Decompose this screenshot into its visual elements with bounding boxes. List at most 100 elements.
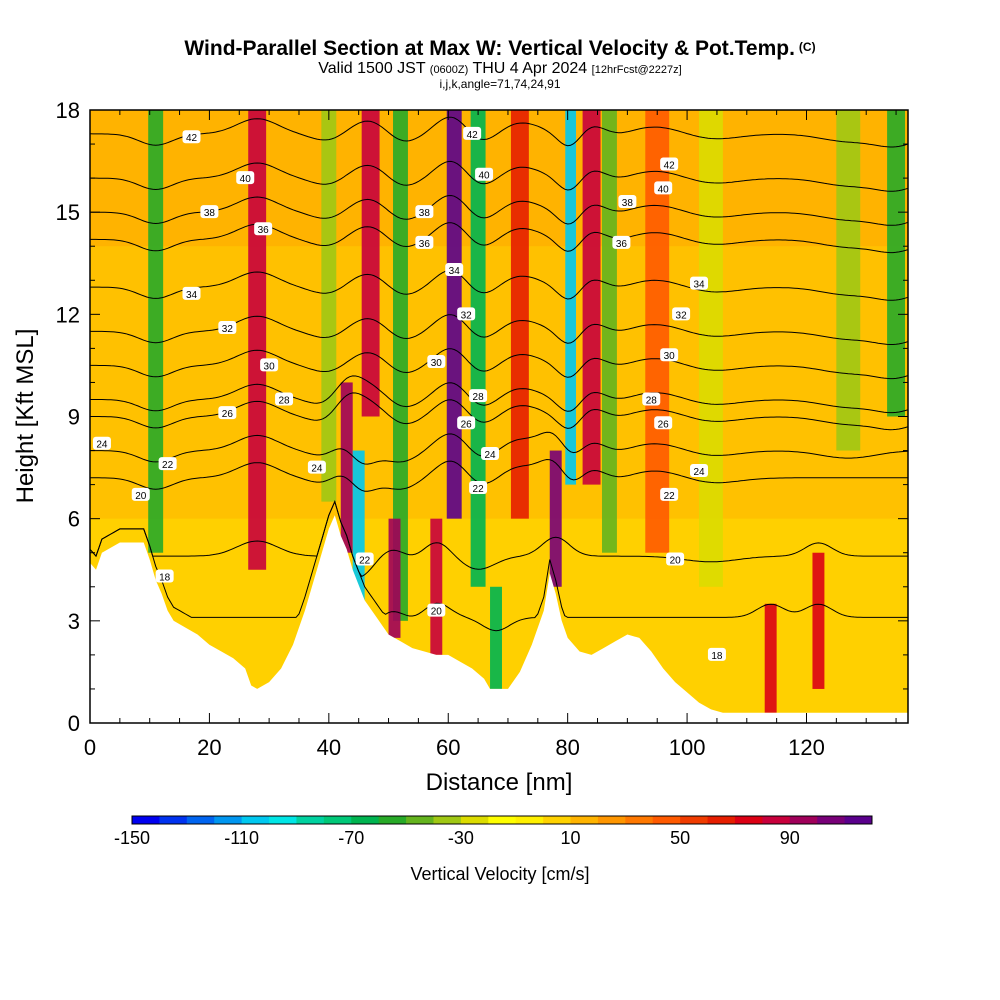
colorbar-swatch-22 [734, 816, 763, 824]
velocity-feature-10 [470, 110, 486, 587]
contour-label-group-25: 42 [463, 126, 482, 141]
isentrope-28 [90, 375, 908, 414]
colorbar-swatch-21 [707, 816, 736, 824]
contour-label-box-2 [200, 205, 219, 219]
contour-label-group-3: 36 [254, 222, 273, 236]
colorbar-swatch-4 [241, 816, 270, 824]
velocity-feature-15 [582, 110, 601, 485]
contour-label-8: 26 [222, 409, 234, 420]
y-tick-label-9: 9 [68, 405, 80, 430]
contour-label-0: 42 [186, 133, 198, 144]
colorbar-tick--70: -70 [338, 828, 364, 848]
contour-label-group-0: 42 [182, 130, 201, 144]
colorbar-swatch-9 [378, 816, 407, 824]
colorbar-swatch-8 [351, 816, 380, 824]
contour-label-box-9 [92, 436, 111, 450]
contour-labels: 42 40 38 36 34 32 30 28 26 24 22 20 18 24 22 38 36 34 32 30… [92, 126, 726, 662]
contour-label-box-18 [457, 307, 476, 321]
subtitle-utc: (0600Z) [429, 64, 469, 76]
contour-label-group-11: 20 [131, 487, 150, 502]
contour-label-group-12: 18 [155, 569, 174, 584]
contour-label-group-28: 40 [654, 181, 673, 195]
velocity-feature-9 [446, 110, 462, 519]
x-tick-label-100: 100 [669, 735, 706, 760]
contour-label-group-32: 32 [672, 307, 691, 321]
contour-label-37: 22 [664, 491, 676, 502]
velocity-feature-21 [836, 110, 861, 451]
subtitle-date: THU 4 Apr 2024 [472, 60, 588, 77]
colorbar-swatch-15 [543, 816, 572, 824]
contour-label-box-4 [182, 286, 201, 300]
velocity-feature-16 [601, 110, 617, 553]
velocity-feature-4 [352, 450, 365, 638]
colorbar-swatch-11 [433, 816, 462, 824]
contour-label-34: 28 [646, 395, 658, 406]
contour-label-box-28 [654, 181, 673, 195]
colorbar-swatch-16 [570, 816, 599, 824]
x-tick-label-20: 20 [197, 735, 221, 760]
velocity-feature-5 [361, 110, 380, 417]
x-axis-label: Distance [nm] [426, 769, 573, 796]
colorbar-swatch-19 [652, 816, 681, 824]
chart-title: Wind-Parallel Section at Max W: Vertical… [0, 37, 1000, 61]
field-top [90, 110, 908, 247]
contour-label-group-10: 22 [158, 457, 177, 471]
contour-label-35: 26 [658, 419, 670, 430]
contour-label-10: 22 [162, 460, 174, 471]
contour-label-5: 32 [222, 324, 234, 335]
colorbar-frame [131, 815, 873, 825]
velocity-feature-12 [510, 110, 529, 519]
contour-label-box-12 [155, 569, 174, 583]
contour-label-22: 24 [484, 450, 496, 461]
contour-label-16: 36 [419, 239, 431, 250]
velocity-feature-22 [887, 110, 906, 417]
contour-label-box-36 [690, 463, 709, 477]
contour-label-group-21: 26 [457, 416, 476, 430]
x-axis: 0 20 40 60 80 100 120 [84, 110, 897, 760]
contour-label-group-39: 18 [707, 647, 726, 662]
y-tick-label-6: 6 [68, 507, 80, 532]
y-tick-label-15: 15 [56, 200, 80, 225]
contour-label-group-23: 22 [469, 481, 488, 495]
contour-label-group-9: 24 [92, 436, 111, 451]
contour-label-box-38 [666, 552, 685, 566]
colorbar-swatch-18 [625, 816, 654, 824]
chart-params: i,j,k,angle=71,74,24,91 [439, 77, 561, 91]
contour-label-21: 26 [461, 419, 473, 430]
contour-label-27: 42 [664, 160, 676, 171]
isentrope-24 [90, 431, 908, 465]
velocity-feature-11 [490, 586, 502, 689]
contour-label-9: 24 [96, 440, 108, 451]
contour-label-group-36: 24 [690, 463, 709, 478]
contour-label-box-29 [618, 194, 637, 208]
contour-label-3: 36 [258, 225, 270, 236]
contour-label-33: 30 [664, 351, 676, 362]
colorbar-swatch-12 [460, 816, 489, 824]
colorbar-swatch-20 [680, 816, 709, 824]
contour-label-31: 34 [693, 280, 705, 291]
chart-title-tag: (C) [798, 40, 816, 54]
colorbar-label: Vertical Velocity [cm/s] [410, 864, 589, 884]
colorbar-swatch-1 [159, 816, 188, 824]
contour-label-box-13 [307, 460, 326, 474]
contour-label-36: 24 [693, 467, 705, 478]
contour-label-box-32 [672, 307, 691, 321]
contour-label-11: 20 [135, 491, 147, 502]
subtitle-valid: Valid 1500 JST [318, 60, 426, 77]
contour-label-group-35: 26 [654, 416, 673, 430]
contour-label-box-17 [445, 263, 464, 277]
terrain-mask [90, 515, 908, 723]
contour-label-box-22 [481, 446, 500, 460]
isentrope-30 [90, 348, 908, 380]
contour-label-group-5: 32 [218, 320, 237, 335]
velocity-feature-3 [340, 382, 353, 553]
colorbar-swatch-0 [132, 816, 160, 824]
colorbar-tick--150: -150 [114, 828, 150, 848]
contour-label-group-24: 20 [427, 603, 446, 618]
contour-label-group-33: 30 [660, 348, 679, 362]
isentrope-34 [90, 269, 908, 301]
contour-label-group-13: 24 [307, 460, 326, 475]
contour-label-12: 18 [159, 573, 171, 584]
contour-label-28: 40 [658, 184, 670, 195]
